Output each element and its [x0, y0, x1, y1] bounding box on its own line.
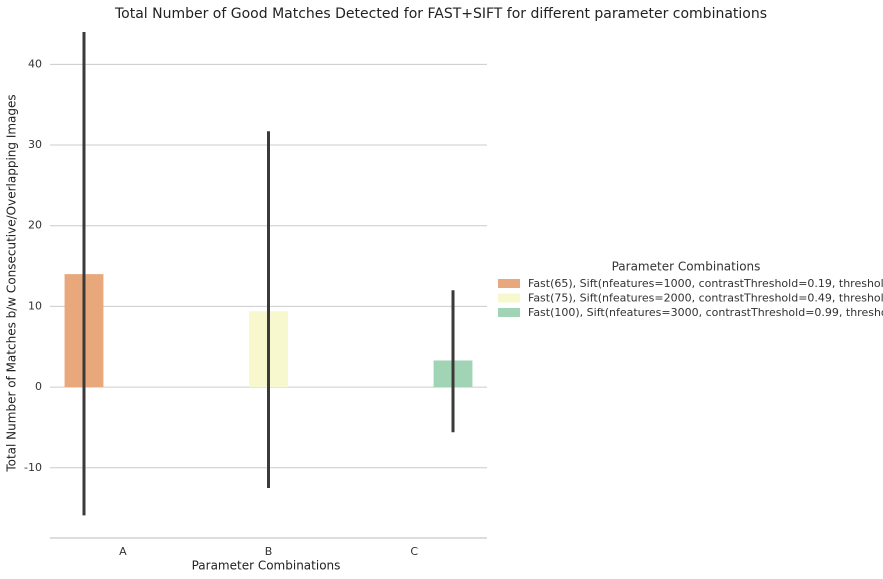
- x-tick-label: A: [119, 545, 127, 558]
- y-axis-label: Total Number of Matches b/w Consecutive/…: [5, 94, 19, 472]
- y-tick-label: 0: [35, 380, 42, 393]
- x-tick-label: C: [410, 545, 418, 558]
- y-tick-label: 10: [28, 299, 42, 312]
- legend-swatch: [498, 308, 520, 317]
- legend-swatch: [498, 279, 520, 288]
- legend-label: Fast(75), Sift(nfeatures=2000, contrastT…: [528, 292, 883, 305]
- y-tick-label: 40: [28, 57, 42, 70]
- chart-title: Total Number of Good Matches Detected fo…: [114, 6, 767, 22]
- y-tick-label: 20: [28, 219, 42, 232]
- legend-label: Fast(65), Sift(nfeatures=1000, contrastT…: [528, 277, 883, 290]
- legend-title: Parameter Combinations: [612, 260, 761, 274]
- y-tick-label: 30: [28, 138, 42, 151]
- legend-label: Fast(100), Sift(nfeatures=3000, contrast…: [528, 306, 883, 319]
- y-tick-label: -10: [24, 461, 42, 474]
- x-tick-label: B: [265, 545, 273, 558]
- legend-swatch: [498, 293, 520, 303]
- x-axis-label: Parameter Combinations: [192, 559, 341, 573]
